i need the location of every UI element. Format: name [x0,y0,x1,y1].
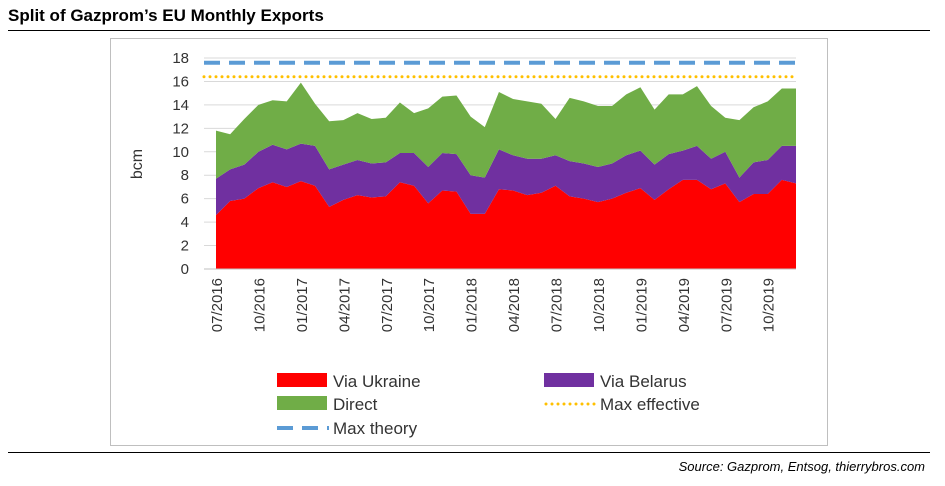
legend-swatch-direct [277,396,327,410]
x-tick-label: 04/2019 [676,278,693,332]
area-via-ukraine [216,179,796,269]
chart-frame [110,38,828,446]
footer-rule [8,452,930,453]
x-tick-label: 01/2018 [464,278,481,332]
area-direct [216,82,796,179]
legend-label-direct: Direct [333,395,378,414]
x-tick-label: 04/2018 [506,278,523,332]
x-tick-label: 07/2016 [209,278,226,332]
x-tick-label: 01/2017 [294,278,311,332]
line-layer [202,60,798,79]
x-tick-label: 07/2017 [379,278,396,332]
y-tick-label: 4 [181,214,189,231]
y-tick-label: 12 [172,120,189,137]
x-tick-label: 07/2019 [718,278,735,332]
legend-label-via-ukraine: Via Ukraine [333,372,421,391]
legend-layer: Via Ukraine Via Belarus Direct Max effectiv… [277,372,700,438]
x-tick-label: 10/2016 [251,278,268,332]
y-tick-label: 18 [172,50,189,67]
y-tick-label: 16 [172,73,189,90]
chart-title: Split of Gazprom’s EU Monthly Exports [8,6,324,25]
x-tick-label: 10/2017 [421,278,438,332]
source-note: Source: Gazprom, Entsog, thierrybros.com [678,459,925,474]
y-tick-label: 10 [172,144,189,161]
legend-swatch-via-ukraine [277,373,327,387]
x-tick-label: 04/2017 [336,278,353,332]
axis-layer: 0 2 4 6 8 10 12 14 16 18 07/2016 10/2016 01/2017 04/2… [129,50,796,332]
legend-label-max-theory: Max theory [333,419,418,438]
y-axis-title: bcm [129,149,146,179]
x-tick-label: 10/2018 [591,278,608,332]
y-tick-label: 0 [181,261,189,278]
x-tick-label: 01/2019 [633,278,650,332]
legend-label-via-belarus: Via Belarus [600,372,687,391]
x-tick-label: 07/2018 [549,278,566,332]
area-via-belarus [216,143,796,216]
area-layer [216,82,796,269]
legend-swatch-via-belarus [544,373,594,387]
y-tick-label: 14 [172,97,189,114]
legend-label-max-effective: Max effective [600,395,700,414]
y-tick-label: 6 [181,191,189,208]
x-tick-label: 10/2019 [761,278,778,332]
title-underline [8,30,930,31]
y-tick-label: 2 [181,238,189,255]
y-tick-label: 8 [181,167,189,184]
